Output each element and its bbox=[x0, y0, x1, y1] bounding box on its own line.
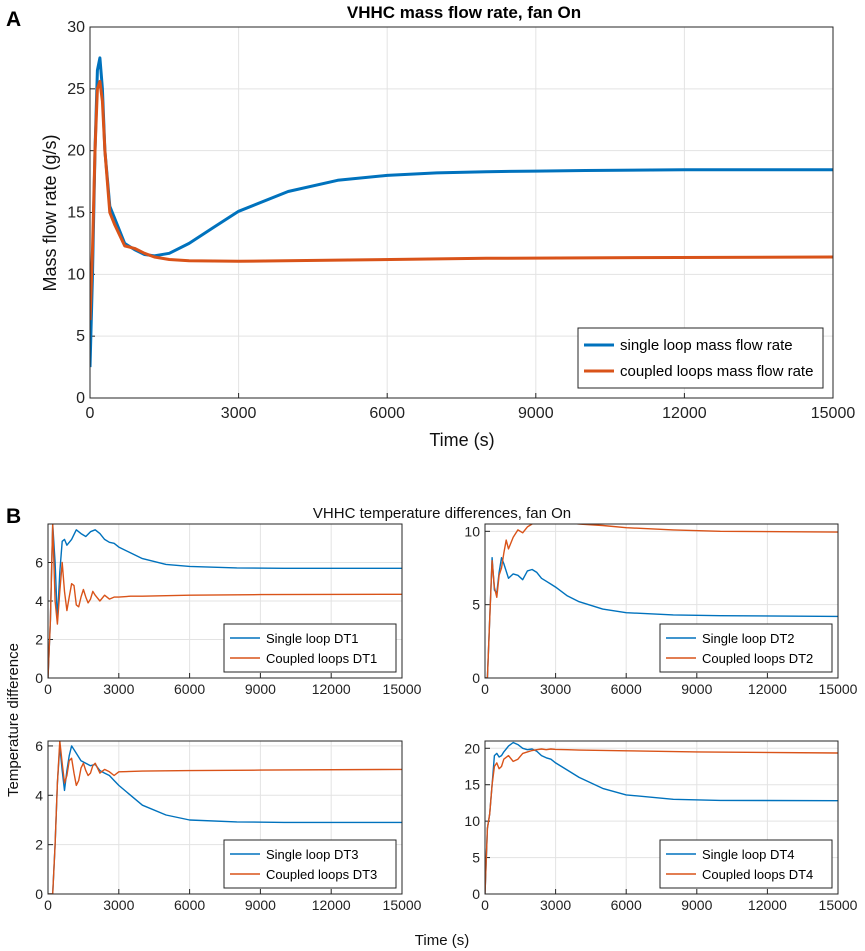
chart-b-sub2-series-line-1 bbox=[485, 524, 838, 678]
chart-a-series-line-0 bbox=[90, 56, 833, 368]
chart-b-sub2-xtick-label-0: 0 bbox=[481, 681, 489, 697]
chart-b-sub1-xtick-label-5: 15000 bbox=[383, 681, 422, 697]
panel-label-b: B bbox=[6, 505, 21, 528]
chart-a-title: VHHC mass flow rate, fan On bbox=[347, 3, 581, 22]
chart-a-xtick-label-2: 6000 bbox=[369, 405, 405, 422]
chart-b-sub3-xtick-label-4: 12000 bbox=[312, 897, 351, 913]
chart-b-sub3-legend-label-1: Coupled loops DT3 bbox=[266, 867, 377, 882]
chart-b-sub1-series-line-1 bbox=[48, 524, 402, 678]
chart-b-title: VHHC temperature differences, fan On bbox=[313, 505, 571, 522]
chart-b-sub4-series-line-0 bbox=[485, 741, 838, 894]
chart-b-sub2-ytick-label-1: 5 bbox=[472, 597, 480, 613]
chart-b-subplot-4: 0 3000 6000 9000 12000 15000 0 5 10 15 20 Single lo… bbox=[464, 740, 857, 913]
chart-b-sub1-ytick-label-2: 4 bbox=[35, 593, 43, 609]
chart-b-sub3-xtick-label-3: 9000 bbox=[245, 897, 276, 913]
chart-b-sub1-xtick-label-3: 9000 bbox=[245, 681, 276, 697]
chart-a-mass-flow: VHHC mass flow rate, fan On Time (s) Mas… bbox=[40, 3, 855, 450]
chart-b-sub2-axes-frame bbox=[484, 523, 839, 679]
chart-b-sub1-axes-frame bbox=[47, 523, 403, 679]
chart-b-subplot-3: 0 3000 6000 9000 12000 15000 0 2 4 6 Single loop D… bbox=[35, 738, 421, 913]
chart-b-sub2-xtick-label-5: 15000 bbox=[819, 681, 858, 697]
chart-a-legend-box bbox=[577, 327, 824, 389]
chart-a-axes-frame bbox=[89, 26, 834, 399]
chart-b-sub4-ytick-label-2: 10 bbox=[464, 813, 480, 829]
chart-b-sub2-ytick-label-2: 10 bbox=[464, 523, 480, 539]
chart-a-xtick-label-1: 3000 bbox=[221, 405, 257, 422]
chart-b-sub4-ytick-label-4: 20 bbox=[464, 740, 480, 756]
chart-b-sub4-xtick-label-4: 12000 bbox=[748, 897, 787, 913]
chart-a-ytick-label-5: 25 bbox=[67, 81, 85, 98]
chart-b-sub3-series-line-1 bbox=[48, 741, 402, 894]
chart-a-ytick-label-6: 30 bbox=[67, 19, 85, 36]
chart-b-sub3-ytick-label-2: 4 bbox=[35, 787, 43, 803]
chart-b-sub4-ytick-label-1: 5 bbox=[472, 850, 480, 866]
chart-b-subplot-1: 0 3000 6000 9000 12000 15000 0 2 4 6 Single loop D… bbox=[35, 523, 422, 697]
chart-a-ytick-label-0: 0 bbox=[76, 390, 85, 407]
chart-b-temperature: VHHC temperature differences, fan On Tim… bbox=[5, 505, 858, 949]
chart-b-sub2-legend-label-0: Single loop DT2 bbox=[702, 631, 795, 646]
chart-b-sub2-legend-label-1: Coupled loops DT2 bbox=[702, 651, 813, 666]
chart-a-xtick-label-0: 0 bbox=[86, 405, 95, 422]
chart-a-ytick-label-3: 15 bbox=[67, 205, 85, 222]
chart-b-sub4-series-line-1 bbox=[485, 748, 838, 894]
chart-b-sub2-xtick-label-3: 9000 bbox=[681, 681, 712, 697]
panel-label-a: A bbox=[6, 8, 21, 31]
chart-b-sub1-ytick-label-1: 2 bbox=[35, 632, 43, 648]
chart-b-sub3-legend-label-0: Single loop DT3 bbox=[266, 847, 359, 862]
chart-a-ytick-label-2: 10 bbox=[67, 266, 85, 283]
chart-b-sub3-legend-box bbox=[223, 839, 397, 889]
chart-b-sub4-xtick-label-0: 0 bbox=[481, 897, 489, 913]
chart-a-xtick-label-5: 15000 bbox=[811, 405, 856, 422]
chart-b-sub2-xtick-label-2: 6000 bbox=[611, 681, 642, 697]
chart-b-sub4-xtick-label-3: 9000 bbox=[681, 897, 712, 913]
chart-b-sub4-legend-box bbox=[659, 839, 833, 889]
chart-b-sub4-xtick-label-2: 6000 bbox=[611, 897, 642, 913]
chart-b-sub4-xtick-label-5: 15000 bbox=[819, 897, 858, 913]
chart-b-sub1-legend-box bbox=[223, 623, 397, 673]
chart-b-sub4-legend-label-1: Coupled loops DT4 bbox=[702, 867, 813, 882]
chart-a-series-line-1 bbox=[90, 79, 833, 321]
chart-b-sub1-ytick-label-0: 0 bbox=[35, 670, 43, 686]
chart-b-sub4-xtick-label-1: 3000 bbox=[540, 897, 571, 913]
chart-b-sub3-ytick-label-3: 6 bbox=[35, 738, 43, 754]
chart-b-sub2-xtick-label-1: 3000 bbox=[540, 681, 571, 697]
chart-b-sub3-xtick-label-2: 6000 bbox=[174, 897, 205, 913]
chart-b-sub1-legend-label-1: Coupled loops DT1 bbox=[266, 651, 377, 666]
chart-b-sub2-xtick-label-4: 12000 bbox=[748, 681, 787, 697]
chart-b-sub1-xtick-label-2: 6000 bbox=[174, 681, 205, 697]
chart-b-sub3-xtick-label-0: 0 bbox=[44, 897, 52, 913]
chart-a-xtick-label-4: 12000 bbox=[662, 405, 707, 422]
chart-b-sub3-axes-frame bbox=[47, 740, 403, 895]
chart-a-legend-label-0: single loop mass flow rate bbox=[620, 337, 793, 354]
chart-a-ylabel: Mass flow rate (g/s) bbox=[40, 134, 60, 291]
chart-b-subplot-2: 0 3000 6000 9000 12000 15000 0 5 10 Single loop D… bbox=[464, 523, 858, 697]
chart-b-sub3-ytick-label-0: 0 bbox=[35, 886, 43, 902]
chart-a-xtick-label-3: 9000 bbox=[518, 405, 554, 422]
chart-b-sub3-xtick-label-1: 3000 bbox=[103, 897, 134, 913]
chart-a-legend-label-1: coupled loops mass flow rate bbox=[620, 363, 813, 380]
chart-a-ytick-label-4: 20 bbox=[67, 143, 85, 160]
chart-b-sub2-legend-box bbox=[659, 623, 833, 673]
chart-b-ylabel: Temperature difference bbox=[5, 643, 22, 797]
chart-b-sub1-xtick-label-0: 0 bbox=[44, 681, 52, 697]
chart-b-sub1-ytick-label-3: 6 bbox=[35, 555, 43, 571]
chart-a-ytick-label-1: 5 bbox=[76, 328, 85, 345]
chart-b-sub1-xtick-label-1: 3000 bbox=[103, 681, 134, 697]
chart-b-sub1-xtick-label-4: 12000 bbox=[312, 681, 351, 697]
chart-b-sub4-legend-label-0: Single loop DT4 bbox=[702, 847, 795, 862]
chart-b-sub3-ytick-label-1: 2 bbox=[35, 837, 43, 853]
chart-b-sub1-legend-label-0: Single loop DT1 bbox=[266, 631, 359, 646]
chart-a-xlabel: Time (s) bbox=[429, 430, 494, 450]
chart-b-sub3-xtick-label-5: 15000 bbox=[383, 897, 422, 913]
chart-b-xlabel: Time (s) bbox=[415, 932, 469, 949]
chart-b-sub4-ytick-label-3: 15 bbox=[464, 777, 480, 793]
chart-b-sub4-axes-frame bbox=[484, 740, 839, 895]
chart-b-sub2-ytick-label-0: 0 bbox=[472, 670, 480, 686]
chart-b-sub4-ytick-label-0: 0 bbox=[472, 886, 480, 902]
